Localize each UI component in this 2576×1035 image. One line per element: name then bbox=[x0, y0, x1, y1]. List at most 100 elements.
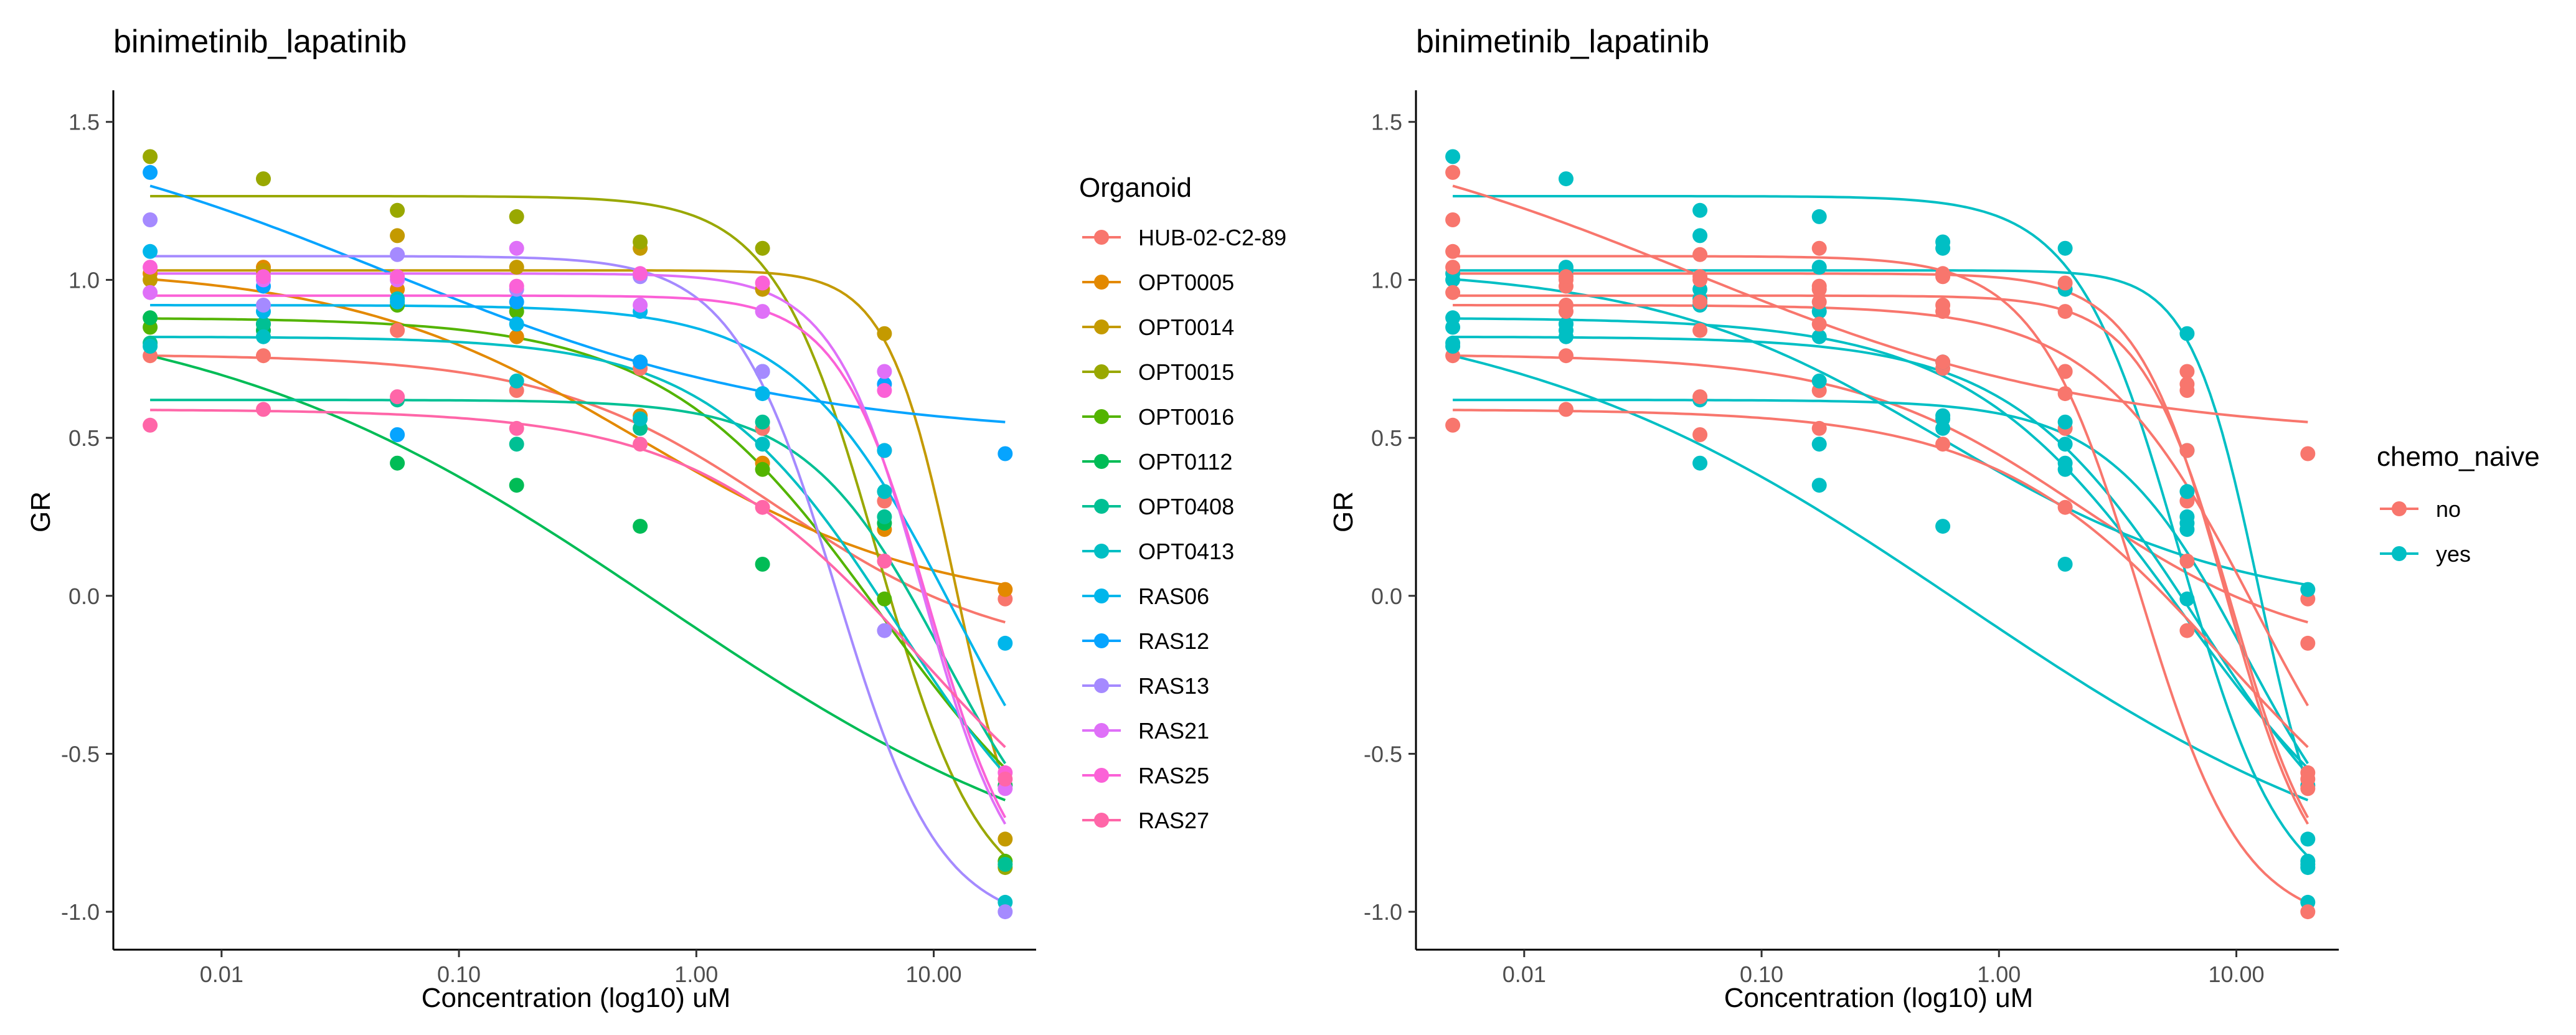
y-tick-label: 1.0 bbox=[68, 267, 100, 293]
legend-label: RAS12 bbox=[1138, 628, 1209, 654]
data-point bbox=[390, 455, 405, 471]
data-point bbox=[1935, 298, 1951, 313]
data-point bbox=[2300, 772, 2316, 787]
data-point bbox=[1811, 373, 1827, 389]
data-point bbox=[998, 582, 1013, 597]
data-point bbox=[877, 443, 892, 458]
data-point bbox=[1692, 202, 1708, 218]
data-point bbox=[1692, 455, 1708, 471]
x-tick-label: 10.00 bbox=[905, 962, 961, 987]
data-point bbox=[1692, 247, 1708, 262]
y-tick-label: 0.5 bbox=[68, 425, 100, 451]
data-point bbox=[1445, 260, 1461, 275]
fit-curve bbox=[150, 294, 1007, 818]
data-point bbox=[2057, 461, 2073, 477]
data-point bbox=[2179, 326, 2195, 341]
legend-key-point bbox=[1094, 319, 1109, 334]
data-point bbox=[2179, 591, 2195, 607]
data-point bbox=[143, 164, 158, 180]
data-point bbox=[390, 269, 405, 285]
data-point bbox=[998, 831, 1013, 847]
data-point bbox=[2057, 364, 2073, 379]
data-point bbox=[2179, 443, 2195, 458]
fit-curve bbox=[150, 269, 1007, 787]
x-axis-label: Concentration (log10) uM bbox=[1724, 983, 2033, 1013]
data-point bbox=[1559, 348, 1573, 364]
data-point bbox=[633, 437, 648, 452]
data-point bbox=[1692, 294, 1708, 310]
data-point bbox=[1811, 278, 1827, 294]
data-point bbox=[509, 329, 524, 344]
fit-curve bbox=[1453, 399, 2309, 765]
data-point bbox=[2179, 509, 2195, 524]
data-point bbox=[2057, 304, 2073, 319]
data-points bbox=[143, 149, 1013, 920]
data-point bbox=[2300, 857, 2316, 872]
legend-key-point bbox=[1094, 813, 1109, 828]
data-point bbox=[2300, 831, 2316, 847]
y-tick-label: -0.5 bbox=[1364, 741, 1402, 767]
fit-curve bbox=[1453, 409, 2309, 749]
data-point bbox=[1811, 260, 1827, 275]
legend-key-point bbox=[2392, 501, 2407, 516]
fit-curves bbox=[1452, 184, 2309, 904]
data-point bbox=[2057, 557, 2073, 572]
data-point bbox=[390, 294, 405, 310]
data-point bbox=[509, 278, 524, 294]
data-point bbox=[2300, 904, 2316, 920]
legend-key-point bbox=[1094, 678, 1109, 693]
fit-curve bbox=[1453, 304, 2309, 707]
legend-key-point bbox=[1094, 409, 1109, 424]
fit-curve bbox=[150, 195, 1006, 858]
axes: 1.5 1.0 0.5 0.0 -0.5 -1.0 0.01 0.10 1.00 10.00 bbox=[61, 90, 1036, 987]
data-point bbox=[1935, 234, 1951, 250]
y-axis-label: GR bbox=[1328, 491, 1359, 532]
legend-key-point bbox=[2392, 546, 2407, 561]
x-tick-label: 0.01 bbox=[1503, 962, 1546, 987]
fit-curve bbox=[150, 399, 1006, 765]
data-point bbox=[1692, 323, 1708, 338]
legend-label: OPT0016 bbox=[1138, 404, 1234, 430]
chart-title: binimetinib_lapatinib bbox=[1416, 24, 1709, 60]
legend-label: OPT0005 bbox=[1138, 270, 1234, 295]
data-point bbox=[1811, 316, 1827, 332]
data-point bbox=[390, 202, 405, 218]
data-point bbox=[509, 373, 524, 389]
fit-curves bbox=[149, 184, 1007, 904]
data-point bbox=[143, 285, 158, 300]
data-point bbox=[143, 243, 158, 259]
data-point bbox=[2179, 364, 2195, 379]
legend-label: RAS25 bbox=[1138, 763, 1209, 788]
legend-key-point bbox=[1094, 230, 1109, 245]
data-point bbox=[755, 304, 770, 319]
legend-key-point bbox=[1094, 499, 1109, 514]
data-point bbox=[1445, 310, 1461, 326]
data-point bbox=[509, 478, 524, 493]
x-axis-label: Concentration (log10) uM bbox=[422, 983, 730, 1013]
fit-curve bbox=[1453, 354, 2308, 624]
data-point bbox=[1811, 478, 1827, 493]
data-point bbox=[1445, 164, 1461, 180]
fit-curve bbox=[1453, 195, 2309, 858]
data-point bbox=[256, 171, 271, 187]
data-point bbox=[877, 383, 892, 398]
data-point bbox=[2057, 386, 2073, 402]
data-point bbox=[1445, 149, 1461, 164]
fit-curve bbox=[150, 255, 1006, 904]
legend-label: no bbox=[2436, 496, 2461, 522]
data-point bbox=[1811, 209, 1827, 224]
data-point bbox=[390, 247, 405, 262]
fit-curve bbox=[1452, 184, 2308, 423]
data-point bbox=[1692, 427, 1708, 442]
data-point bbox=[998, 446, 1013, 461]
legend-label: yes bbox=[2436, 541, 2471, 567]
data-point bbox=[1692, 389, 1708, 405]
legend-label: OPT0408 bbox=[1138, 494, 1234, 519]
legend-label: OPT0413 bbox=[1138, 539, 1234, 564]
data-point bbox=[143, 339, 158, 354]
data-point bbox=[877, 509, 892, 524]
data-point bbox=[1692, 269, 1708, 285]
legend-title: Organoid bbox=[1079, 172, 1192, 203]
data-point bbox=[1445, 243, 1461, 259]
